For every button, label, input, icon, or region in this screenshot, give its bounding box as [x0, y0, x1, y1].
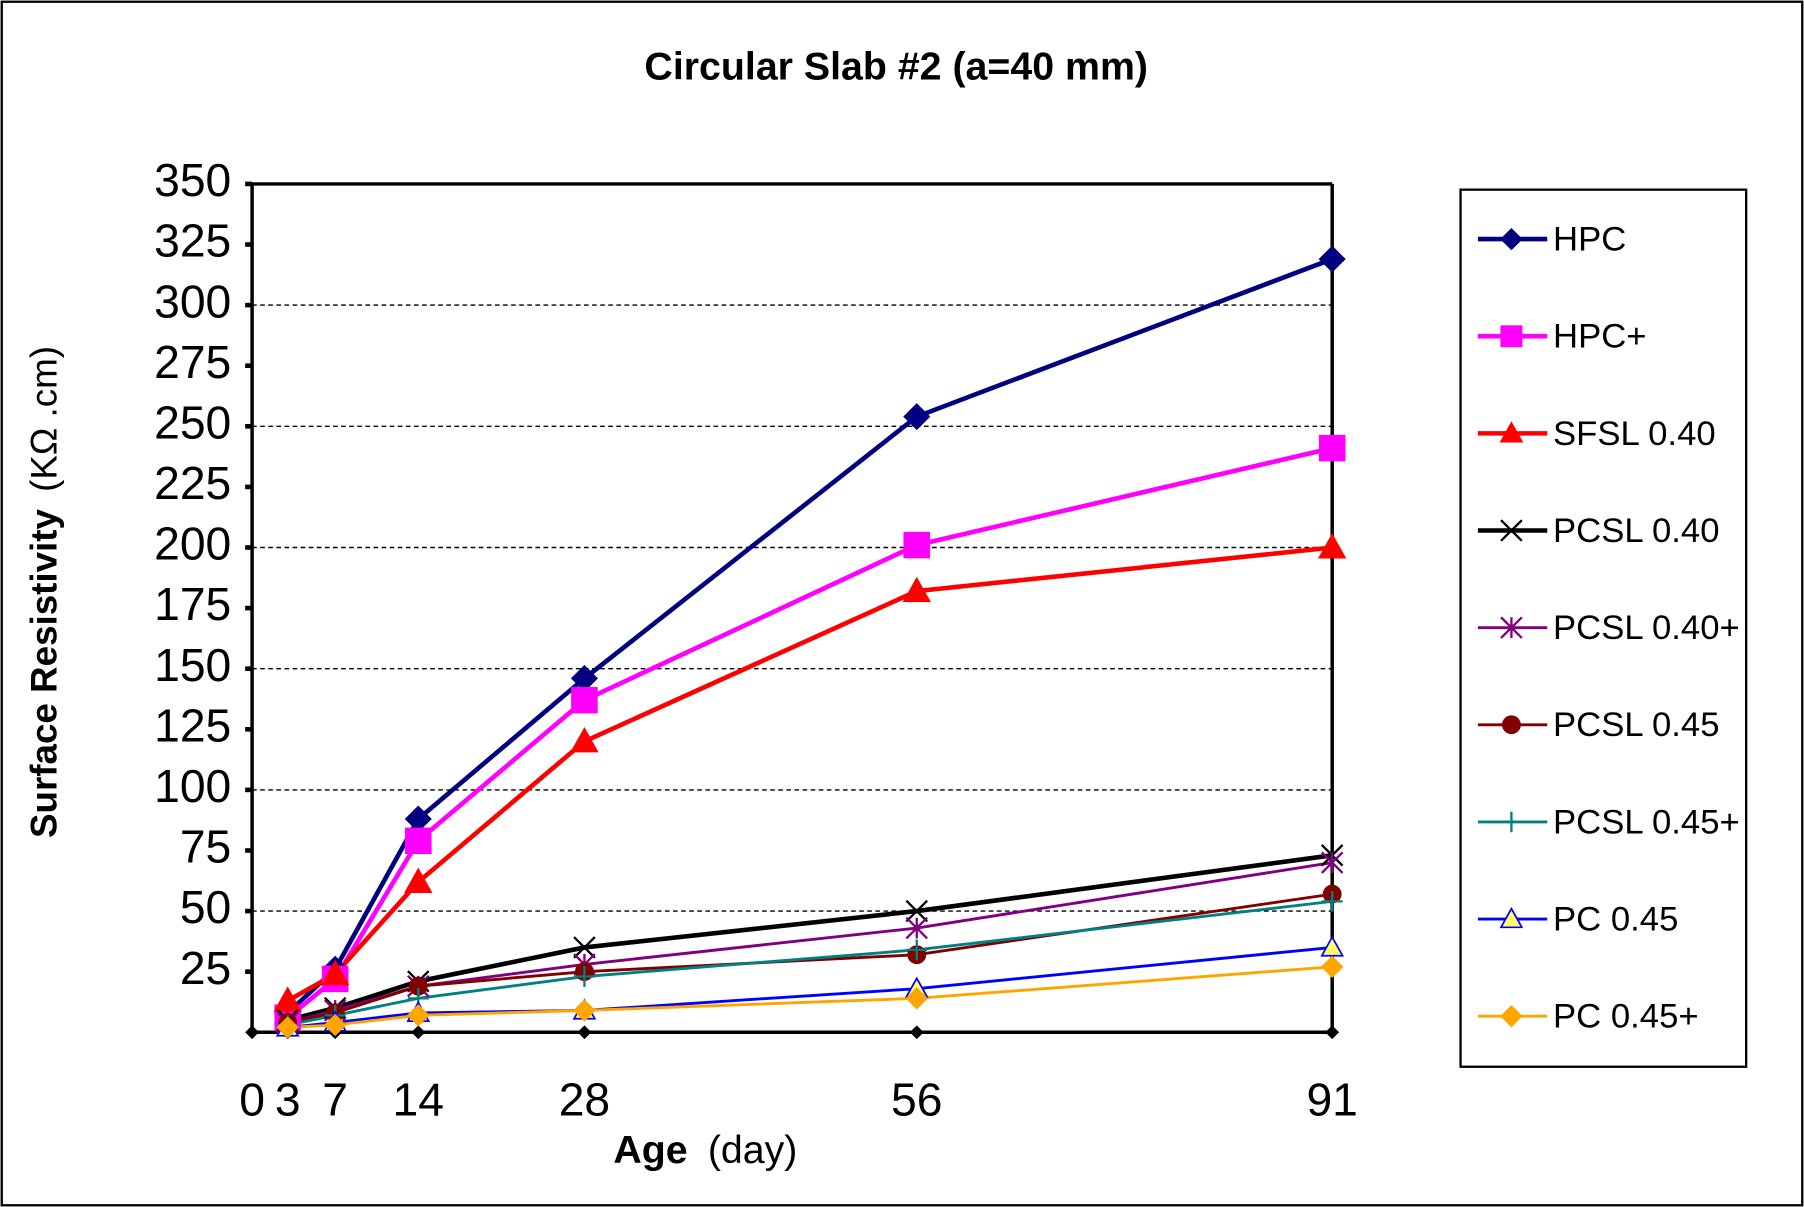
marker	[404, 827, 432, 855]
legend-label: PC 0.45+	[1553, 998, 1699, 1036]
marker	[1320, 955, 1344, 978]
marker	[1321, 891, 1343, 912]
marker	[1499, 906, 1524, 929]
y-axis-title: Surface Resistivity (KΩ .cm)	[23, 346, 64, 838]
x-tick-label: 3	[275, 1074, 301, 1126]
marker	[570, 726, 599, 753]
marker	[1318, 434, 1346, 462]
chart-title: Circular Slab #2 (a=40 mm)	[644, 45, 1148, 88]
marker	[1500, 325, 1523, 348]
y-tick-label: 175	[154, 578, 231, 630]
x-tick-label: 28	[559, 1074, 610, 1126]
marker	[1320, 851, 1344, 874]
marker	[573, 999, 596, 1022]
marker	[407, 1004, 430, 1027]
y-tick-label: 250	[154, 397, 231, 449]
legend-label: PCSL 0.45	[1553, 706, 1719, 744]
marker	[1501, 811, 1522, 833]
marker	[323, 1013, 347, 1037]
y-tick-label: 75	[180, 821, 231, 873]
marker	[905, 916, 928, 940]
y-tick-label: 300	[154, 275, 231, 327]
x-tick-label: 14	[393, 1074, 444, 1126]
x-label: Age	[613, 1129, 687, 1172]
x-axis-title: Age (day)	[613, 1129, 797, 1172]
legend-label: HPC+	[1553, 318, 1646, 356]
marker	[906, 939, 928, 961]
marker	[573, 936, 596, 959]
marker	[1317, 533, 1347, 559]
x-tick-label: 0	[239, 1074, 265, 1126]
y-tick-label: 50	[180, 881, 231, 933]
marker	[1500, 616, 1523, 639]
y-tick-label: 125	[154, 700, 231, 752]
y-tick-label: 25	[180, 942, 231, 994]
marker	[404, 867, 433, 893]
marker	[1500, 1005, 1523, 1028]
marker	[320, 959, 350, 986]
legend-label: HPC	[1553, 221, 1626, 259]
x-unit: (day)	[708, 1129, 798, 1172]
y-tick-label: 150	[154, 639, 231, 691]
legend-label: PCSL 0.40	[1553, 512, 1719, 550]
marker	[905, 899, 928, 923]
marker	[1500, 519, 1523, 542]
legend-label: PC 0.45	[1553, 901, 1678, 939]
marker	[903, 403, 931, 431]
marker	[1500, 227, 1523, 251]
x-tick-label: 91	[1306, 1074, 1357, 1126]
x-tick-label: 7	[322, 1074, 348, 1126]
marker	[571, 686, 598, 714]
marker	[1499, 421, 1524, 443]
y-tick-label: 225	[154, 457, 231, 509]
y-unit: (KΩ .cm)	[23, 346, 64, 492]
legend-label: PCSL 0.40+	[1553, 609, 1740, 647]
y-label: Surface Resistivity	[23, 509, 64, 838]
marker	[1502, 715, 1521, 735]
x-tick-label: 56	[891, 1074, 942, 1126]
legend-label: SFSL 0.40	[1553, 415, 1716, 453]
y-tick-label: 200	[154, 518, 231, 570]
marker	[902, 576, 931, 603]
legend-label: PCSL 0.45+	[1553, 803, 1740, 841]
y-tick-label: 325	[154, 215, 231, 267]
y-tick-label: 275	[154, 336, 231, 388]
marker	[276, 1016, 299, 1039]
marker	[273, 986, 302, 1012]
y-tick-label: 100	[154, 760, 231, 812]
marker	[903, 531, 931, 559]
y-tick-label: 350	[154, 154, 231, 206]
marker	[905, 987, 928, 1010]
marker	[1318, 245, 1346, 273]
marker	[574, 966, 595, 987]
